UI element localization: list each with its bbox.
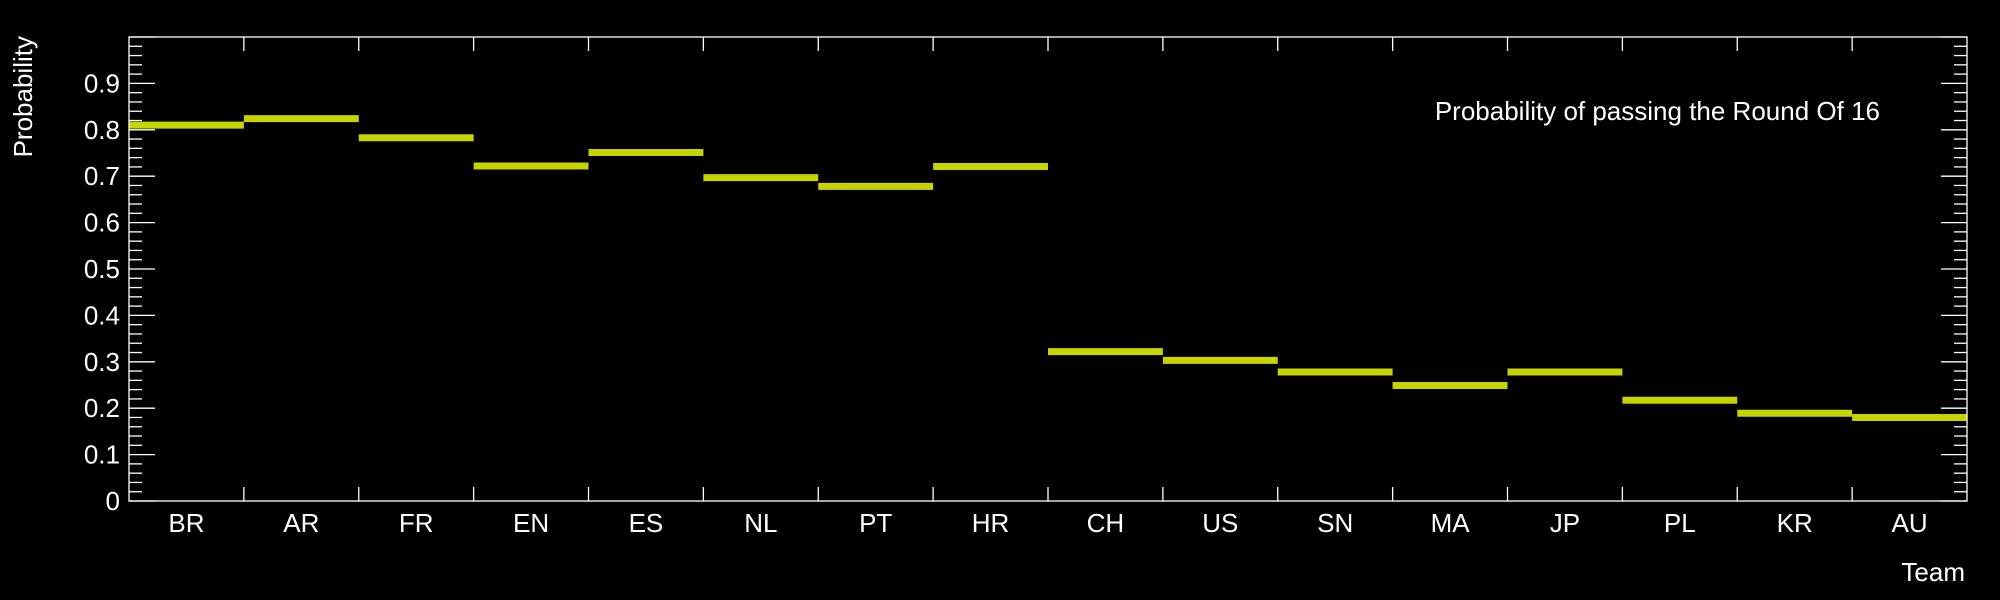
y-tick-label: 0.1 [84,440,120,470]
x-tick-label: BR [168,508,204,538]
y-tick-label: 0.4 [84,300,120,330]
x-tick-label: HR [972,508,1010,538]
x-tick-label: AR [283,508,319,538]
x-tick-label: FR [399,508,434,538]
y-tick-label: 0.6 [84,208,120,238]
y-tick-labels: 0 0.1 0.2 0.3 0.4 0.5 0.6 0.7 0.8 0.9 [84,68,120,516]
y-tick-label: 0.8 [84,115,120,145]
x-tick-label: US [1202,508,1238,538]
histogram-bins [129,115,1967,421]
x-tick-label: MA [1431,508,1471,538]
x-tick-label: CH [1087,508,1125,538]
x-axis-title: Team [1901,557,1965,587]
x-tick-label: JP [1550,508,1580,538]
y-tick-label: 0.5 [84,254,120,284]
x-tick-label: NL [744,508,777,538]
y-tick-label: 0 [106,486,120,516]
plot-frame [128,36,1968,502]
y-tick-label: 0.3 [84,347,120,377]
y-tick-label: 0.2 [84,393,120,423]
y-tick-label: 0.9 [84,68,120,98]
y-tick-label: 0.7 [84,161,120,191]
x-tick-label: PL [1664,508,1696,538]
x-tick-label: AU [1892,508,1928,538]
x-tick-labels: BR AR FR EN ES NL PT HR CH US SN MA JP PL KR AU [168,508,1927,538]
x-tick-label: KR [1777,508,1813,538]
x-tick-label: ES [629,508,664,538]
legend-text: Probability of passing the Round Of 16 [1435,96,1880,126]
axis-ticks [129,36,1967,502]
x-tick-label: EN [513,508,549,538]
y-axis-title: Probability [8,36,38,157]
x-tick-label: SN [1317,508,1353,538]
x-tick-label: PT [859,508,892,538]
